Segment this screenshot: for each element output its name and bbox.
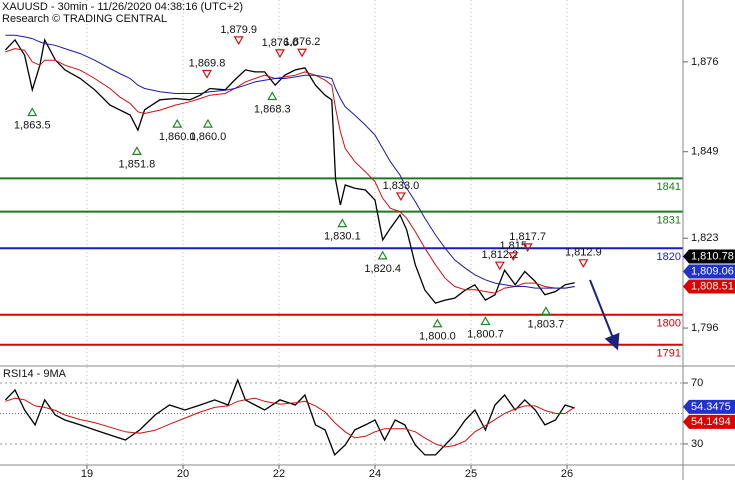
forecast-arrow xyxy=(589,279,620,351)
high-label: 1,879.9 xyxy=(220,24,257,36)
high-marker xyxy=(297,48,308,58)
price-tag xyxy=(683,279,735,294)
y-tick-label: 1,796 xyxy=(691,322,719,334)
high-marker xyxy=(508,252,519,262)
low-label: 1,868.3 xyxy=(254,103,291,115)
y-tick-label: 1,876 xyxy=(691,56,719,68)
price-tag-label: 1,809.06 xyxy=(691,265,734,277)
average-line xyxy=(5,34,575,289)
low-label: 1,803.7 xyxy=(528,318,565,330)
level-label: 1800 xyxy=(657,318,681,330)
y-tick-label: 30 xyxy=(691,438,703,450)
level-label: 1791 xyxy=(657,348,681,360)
y-tick-label: 1,849 xyxy=(691,146,719,158)
low-marker xyxy=(202,118,213,128)
price-tag xyxy=(683,399,735,414)
price-tag xyxy=(683,264,735,279)
high-label: 1,876.0 xyxy=(262,37,299,49)
low-marker xyxy=(480,316,491,326)
price-tag-label: 1,808.51 xyxy=(691,280,734,292)
high-label: 1,876.2 xyxy=(284,36,321,48)
x-tick-label: 26 xyxy=(561,468,573,480)
low-label: 1,860.0 xyxy=(159,131,196,143)
low-marker xyxy=(172,118,183,128)
low-marker xyxy=(267,91,278,101)
high-marker xyxy=(395,192,406,202)
high-marker xyxy=(522,243,533,253)
average-line xyxy=(5,397,575,448)
high-marker xyxy=(578,259,589,269)
level-label-box xyxy=(655,250,683,264)
x-tick-label: 19 xyxy=(81,468,93,480)
high-marker xyxy=(233,36,244,46)
y-tick-label: 70 xyxy=(691,377,703,389)
high-marker xyxy=(494,261,505,271)
low-label: 1,820.4 xyxy=(364,263,401,275)
low-label: 1,830.1 xyxy=(324,231,361,243)
level-label-box xyxy=(655,213,683,227)
high-label: 1,812.2 xyxy=(481,249,518,261)
x-tick-label: 24 xyxy=(369,468,381,480)
price-tag-label: 54.1494 xyxy=(691,416,731,428)
high-marker xyxy=(274,49,285,59)
low-label: 1,860.0 xyxy=(190,131,227,143)
level-label-box xyxy=(655,180,683,194)
low-marker xyxy=(540,306,551,316)
level-label-box xyxy=(655,316,683,330)
price-tag-label: 54.3475 xyxy=(691,401,731,413)
price-pane: 1841 1831 1820 1800 1791 1,863.5 1,851.8 1,860.… xyxy=(0,0,683,365)
chart-subtitle: Research © TRADING CENTRAL xyxy=(2,13,167,25)
price-tag-label: 1,810.78 xyxy=(691,250,734,262)
price-tag xyxy=(683,249,735,264)
level-label-box xyxy=(655,346,683,360)
price-tag xyxy=(683,414,735,429)
low-marker xyxy=(432,318,443,328)
y-tick-label: 1,823 xyxy=(691,232,719,244)
chart-title: XAUUSD - 30min - 11/26/2020 04:38:16 (UT… xyxy=(2,1,243,13)
high-label: 1,815 xyxy=(499,240,527,252)
high-label: 1,817.7 xyxy=(509,231,546,243)
high-label: 1,869.8 xyxy=(189,57,226,69)
rsi-title: RSI14 - 9MA xyxy=(3,368,67,380)
level-label: 1820 xyxy=(657,251,681,263)
high-marker xyxy=(201,69,213,79)
price-line xyxy=(4,378,575,457)
low-label: 1,863.5 xyxy=(14,119,51,131)
x-tick-label: 22 xyxy=(273,468,285,480)
x-tick-label: 25 xyxy=(465,468,477,480)
low-label: 1,800.0 xyxy=(419,331,456,343)
high-label: 1,833.0 xyxy=(383,180,420,192)
level-label: 1841 xyxy=(657,181,681,193)
low-label: 1,800.7 xyxy=(467,328,504,340)
low-marker xyxy=(337,218,348,228)
low-marker xyxy=(131,146,142,156)
axis-layer: 1,876 1,849 1,823 1,796 1,810.78 1,809.06 1,80… xyxy=(81,56,735,480)
low-marker xyxy=(27,107,38,117)
x-tick-label: 20 xyxy=(177,468,189,480)
low-marker xyxy=(377,250,388,260)
low-label: 1,851.8 xyxy=(119,158,156,170)
rsi-pane xyxy=(0,367,683,465)
high-label: 1,812.9 xyxy=(565,247,602,259)
level-label: 1831 xyxy=(657,215,681,227)
